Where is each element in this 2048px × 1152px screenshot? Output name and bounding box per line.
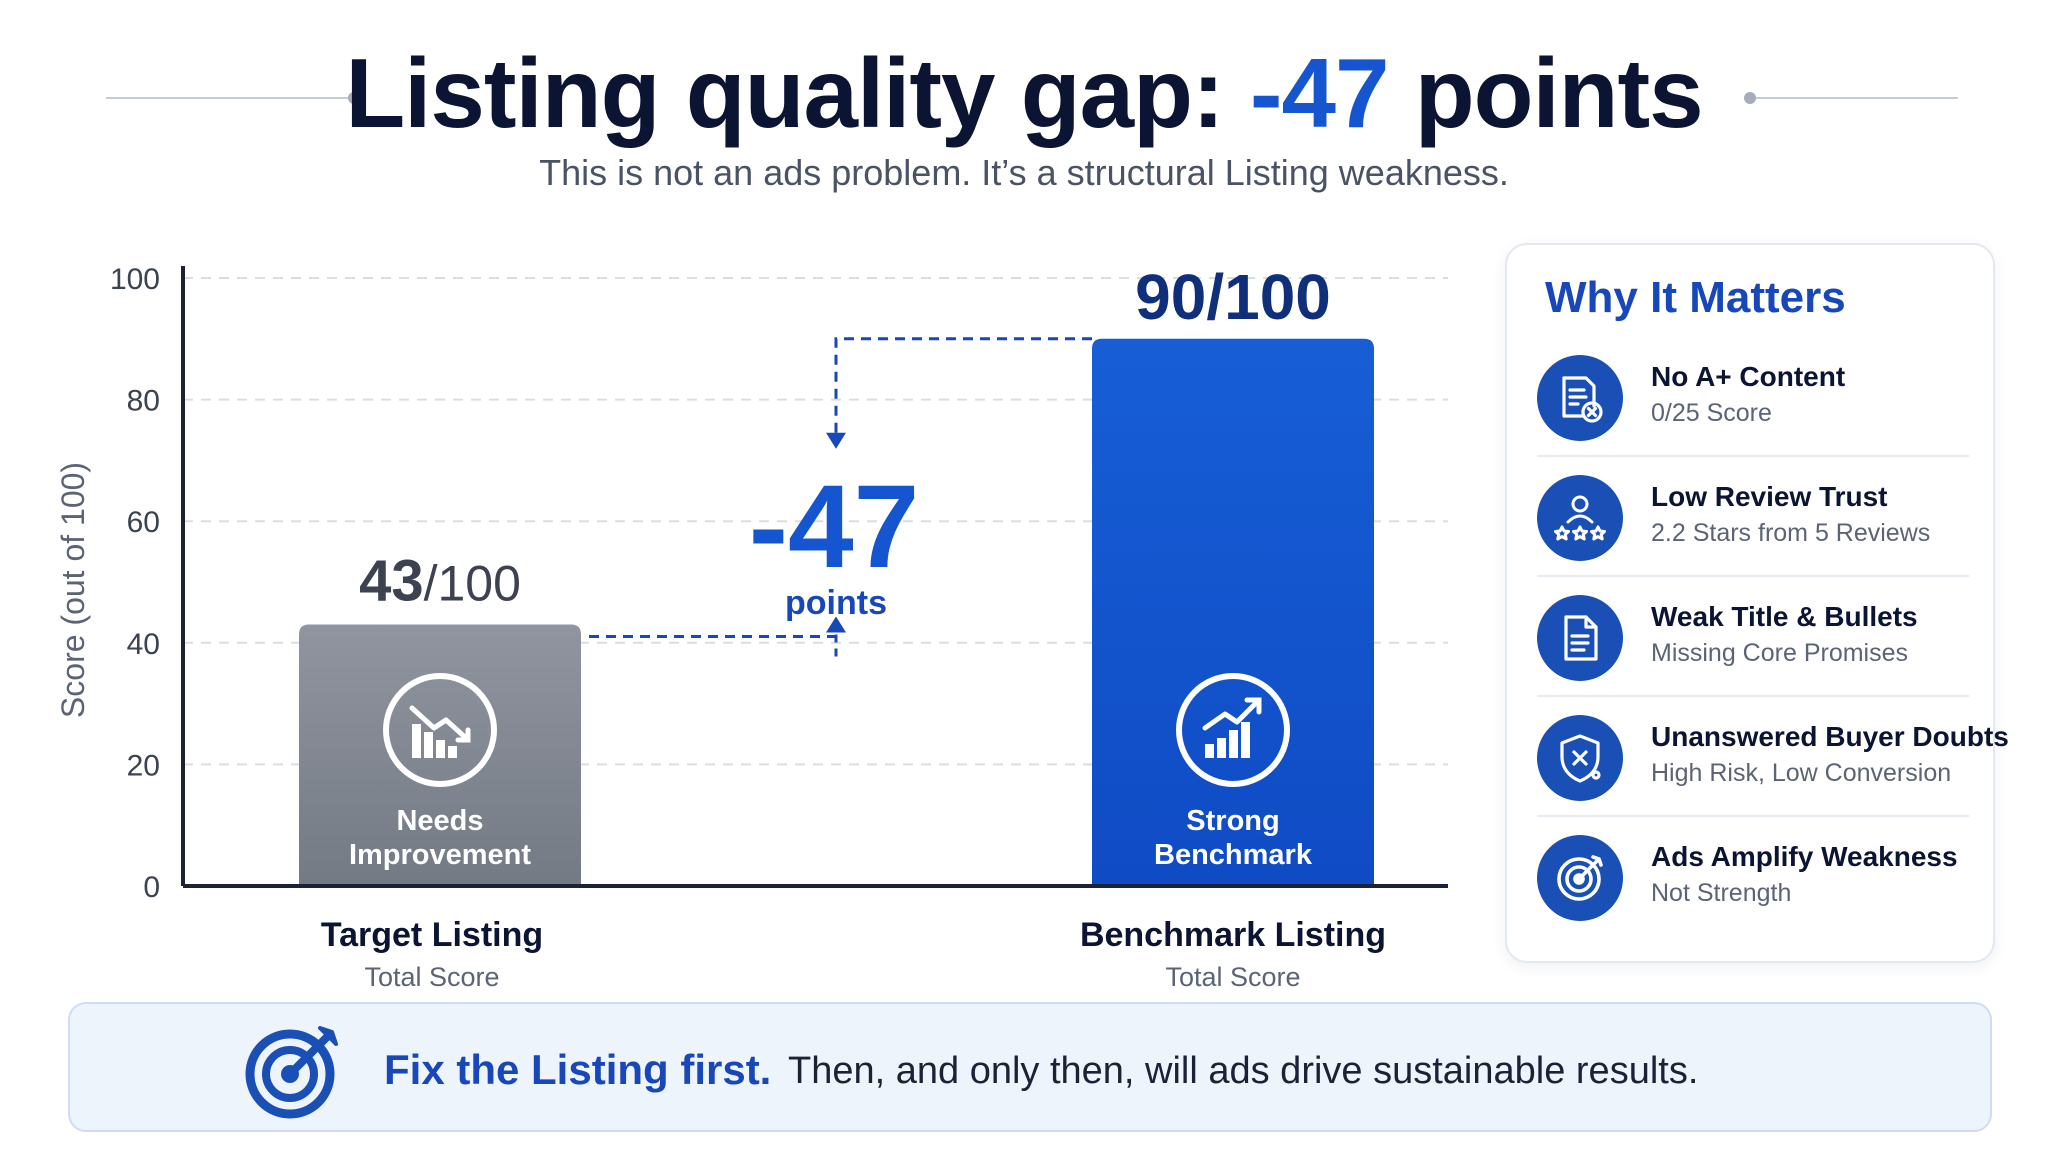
shield-x-icon bbox=[1537, 715, 1623, 801]
score-bar-chart: 0 20 40 60 80 100 Score (out of 100) NeedsImpro… bbox=[55, 261, 1448, 992]
reason-item-ads-amplify-weakness: Ads Amplify Weakness Not Strength bbox=[1537, 817, 1969, 937]
bar-caption: Benchmark bbox=[1154, 839, 1313, 871]
y-tick-label: 100 bbox=[110, 263, 160, 296]
icon-bar bbox=[448, 746, 457, 758]
title-divider-dot-right bbox=[1744, 92, 1756, 104]
gap-connector-top bbox=[834, 337, 1092, 433]
title-accent: -47 bbox=[1249, 38, 1390, 148]
y-tick-label: 0 bbox=[143, 871, 160, 904]
title-divider-left bbox=[106, 97, 356, 99]
gap-arrow-down bbox=[826, 432, 846, 449]
chart-up-icon bbox=[1202, 699, 1260, 731]
x-category-label: Benchmark Listing bbox=[1080, 916, 1386, 954]
icon-arrowhead bbox=[455, 727, 471, 743]
bar-caption: Needs bbox=[396, 805, 483, 837]
icon-bar bbox=[436, 740, 445, 758]
reason-divider bbox=[1537, 575, 1969, 577]
icon-bar bbox=[1241, 722, 1250, 758]
y-tick-label: 60 bbox=[127, 506, 160, 539]
reason-subtitle: High Risk, Low Conversion bbox=[1651, 759, 1952, 787]
gap-arrow-up bbox=[826, 616, 846, 633]
icon-bar bbox=[1217, 738, 1226, 758]
header: Listing quality gap: -47 points This is … bbox=[0, 0, 2048, 200]
page-title: Listing quality gap: -47 points bbox=[0, 38, 2048, 148]
banner-message: Then, and only then, will ads drive sust… bbox=[788, 1050, 1699, 1092]
reason-divider bbox=[1537, 695, 1969, 697]
panel-title: Why It Matters bbox=[1545, 273, 1846, 322]
call-to-action-banner: Fix the Listing first. Then, and only th… bbox=[68, 1002, 1992, 1132]
icon-bar bbox=[424, 732, 433, 758]
reason-title: Weak Title & Bullets bbox=[1651, 601, 1918, 632]
y-tick-label: 40 bbox=[127, 628, 160, 661]
review-stars-icon bbox=[1537, 475, 1623, 561]
icon-bar bbox=[1229, 730, 1238, 758]
title-prefix: Listing quality gap: bbox=[345, 38, 1250, 148]
reason-title: Low Review Trust bbox=[1651, 481, 1888, 512]
document-lines-icon bbox=[1537, 595, 1623, 681]
bar-caption: Improvement bbox=[349, 839, 531, 871]
reason-item-low-review-trust: Low Review Trust 2.2 Stars from 5 Review… bbox=[1537, 457, 1969, 577]
reason-subtitle: 2.2 Stars from 5 Reviews bbox=[1651, 519, 1931, 547]
reason-item-unanswered-buyer-doubts: Unanswered Buyer Doubts High Risk, Low C… bbox=[1537, 697, 2009, 817]
reason-subtitle: Missing Core Promises bbox=[1651, 639, 1909, 667]
document-x-icon bbox=[1537, 355, 1623, 441]
reason-title: No A+ Content bbox=[1651, 361, 1846, 392]
x-category-sublabel: Total Score bbox=[364, 962, 499, 992]
chart-down-icon-ring bbox=[383, 673, 497, 787]
title-suffix: points bbox=[1388, 38, 1704, 148]
reason-title: Unanswered Buyer Doubts bbox=[1651, 721, 2009, 752]
reason-item-weak-title-bullets: Weak Title & Bullets Missing Core Promis… bbox=[1537, 577, 1969, 697]
reason-subtitle: Not Strength bbox=[1651, 879, 1792, 907]
why-it-matters-panel: Why It Matters No A+ Content 0/25 Score … bbox=[1505, 243, 2009, 963]
page-subtitle: This is not an ads problem. It’s a struc… bbox=[539, 152, 1509, 193]
gap-value: -47 bbox=[749, 461, 920, 593]
y-tick-label: 20 bbox=[127, 749, 160, 782]
chart-up-icon-ring bbox=[1176, 673, 1290, 787]
gap-unit: points bbox=[785, 584, 887, 622]
target-icon bbox=[1537, 835, 1623, 921]
y-tick-label: 80 bbox=[127, 385, 160, 418]
icon-arrowhead bbox=[1244, 697, 1262, 715]
value-label-benchmark: 90/100 bbox=[1135, 261, 1331, 333]
reason-item-no-aplus-content: No A+ Content 0/25 Score bbox=[1537, 337, 1969, 457]
x-category-label: Target Listing bbox=[321, 916, 543, 954]
x-category-sublabel: Total Score bbox=[1165, 962, 1300, 992]
chart-down-icon bbox=[409, 705, 469, 741]
reason-divider bbox=[1537, 455, 1969, 457]
value-label-target: 43/100 bbox=[359, 549, 521, 614]
chart-area: 0 20 40 60 80 100 Score (out of 100) Needs Impro… bbox=[0, 220, 1480, 1000]
banner-headline: Fix the Listing first. bbox=[384, 1046, 772, 1093]
reason-divider bbox=[1537, 815, 1969, 817]
reason-subtitle: 0/25 Score bbox=[1651, 399, 1772, 427]
title-divider-right bbox=[1750, 97, 1958, 99]
y-axis-label: Score (out of 100) bbox=[55, 462, 91, 718]
bar-caption: Strong bbox=[1186, 805, 1279, 837]
target-arrow-icon bbox=[242, 1018, 346, 1127]
title-divider-dot-left bbox=[348, 92, 360, 104]
reason-title: Ads Amplify Weakness bbox=[1651, 841, 1958, 872]
bar-benchmark-listing bbox=[1092, 338, 1374, 886]
icon-bar bbox=[412, 724, 421, 758]
icon-bar bbox=[1205, 744, 1214, 758]
